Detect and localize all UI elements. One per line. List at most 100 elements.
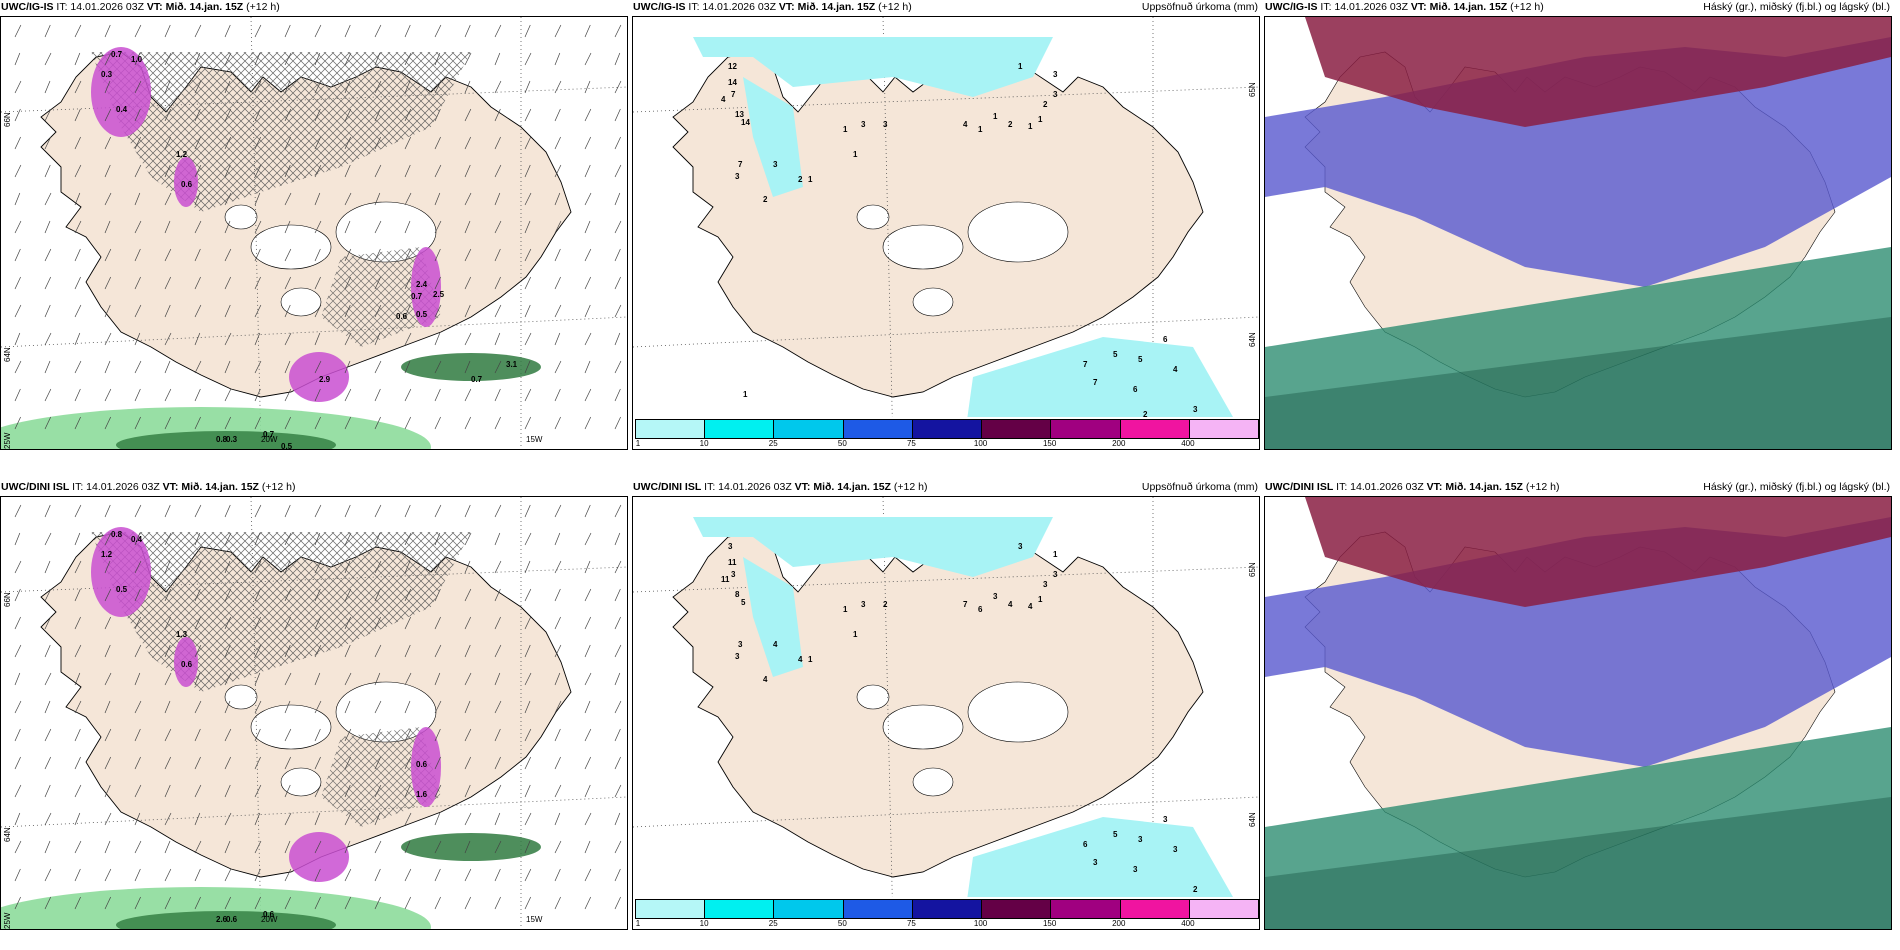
- longitude-label: 20W: [261, 915, 278, 924]
- wind-barb: [194, 504, 202, 518]
- wind-barb: [614, 24, 622, 38]
- wind-barb: [344, 164, 351, 178]
- wind-barb: [434, 332, 441, 346]
- wind-barb: [104, 504, 111, 518]
- wind-barb: [494, 756, 501, 770]
- wind-barb: [494, 388, 501, 402]
- wind-barb: [74, 756, 81, 770]
- hatched-area: [321, 247, 441, 347]
- wind-barb: [464, 756, 472, 770]
- wind-barb: [524, 700, 531, 714]
- wind-barb: [74, 192, 81, 206]
- wind-barb: [434, 108, 441, 122]
- wind-barb: [44, 868, 52, 882]
- wind-barb: [344, 784, 351, 798]
- wind-barb: [74, 332, 81, 346]
- wind-barb: [584, 220, 591, 234]
- precip-area: [743, 557, 803, 677]
- wind-barb: [524, 388, 532, 402]
- wind-barb: [614, 728, 621, 742]
- snow-area: [289, 352, 349, 402]
- wind-barb: [494, 896, 501, 910]
- wind-barb: [554, 360, 562, 374]
- wind-barb: [74, 304, 82, 318]
- wind-barb: [614, 52, 621, 66]
- wind-barb: [254, 360, 262, 374]
- wind-barb: [374, 416, 381, 430]
- wind-barb: [164, 560, 171, 574]
- wind-barb: [464, 812, 472, 826]
- wind-barb: [314, 728, 321, 742]
- colorbar-label: 10: [699, 919, 709, 928]
- wind-barb: [344, 136, 352, 150]
- wind-barb: [74, 784, 82, 798]
- wind-barb: [164, 784, 171, 798]
- wind-barb: [284, 416, 292, 430]
- snow-value-label: 0.6: [181, 180, 193, 189]
- wind-barb: [614, 532, 621, 546]
- precip-value-label: 7: [731, 90, 736, 99]
- wind-barb: [44, 276, 52, 290]
- wind-barb: [314, 276, 321, 290]
- precip-value-label: 3: [883, 120, 888, 129]
- wind-barb: [434, 644, 442, 658]
- wind-barb: [164, 164, 171, 178]
- wind-barb: [74, 220, 82, 234]
- wind-barb: [464, 388, 472, 402]
- wind-barb: [254, 840, 262, 854]
- wind-barb: [14, 588, 21, 602]
- wind-barb: [584, 192, 592, 206]
- wind-barb: [464, 24, 471, 38]
- longitude-line: [882, 497, 893, 897]
- wind-barb: [494, 108, 501, 122]
- snow-value: 0.8 0.4 1.2 0.5 0.6 1.3 1.6 0.6: [101, 530, 428, 799]
- model-name: UWC/IG-IS: [1, 1, 54, 13]
- wind-barb: [134, 416, 141, 430]
- wind-barb: [374, 868, 381, 882]
- latitude-label: 64N: [3, 347, 12, 362]
- colorbar-swatch: [1189, 420, 1258, 438]
- colorbar-label: 400: [1181, 919, 1195, 928]
- wind-barb: [134, 276, 141, 290]
- wind-barb: [584, 416, 592, 430]
- wind-barb: [344, 644, 351, 658]
- map-frame: 0.7 1.0 0.3 0.4 0.6 1.2 0.5 2.4 2.5 2.9 0.6 0.7 0.8 0…: [0, 16, 628, 450]
- wind-barb: [374, 52, 381, 66]
- wind-barb: [254, 80, 262, 94]
- wind-barb: [104, 276, 112, 290]
- wind-barb: [44, 840, 51, 854]
- wind-barb: [614, 248, 621, 262]
- wind-barb: [464, 52, 472, 66]
- wind-barb: [494, 360, 502, 374]
- glacier: [967, 681, 1069, 743]
- latitude-label: 66N: [3, 592, 12, 607]
- rain-area-heavy: [401, 833, 541, 861]
- wind-barb: [524, 588, 532, 602]
- wind-barb: [584, 784, 591, 798]
- wind-barb: [134, 672, 141, 686]
- wind-barb: [494, 164, 502, 178]
- wind-barb: [404, 756, 412, 770]
- wind-barb: [464, 588, 472, 602]
- wind-barb: [14, 52, 21, 66]
- snow-value-label: 1.2: [101, 550, 113, 559]
- model-name: UWC/DINI ISL: [1, 481, 70, 493]
- wind-barb: [404, 164, 411, 178]
- snow-value-label: 2.4: [416, 280, 428, 289]
- colorbar-label: 400: [1181, 439, 1195, 448]
- wind-barb: [404, 360, 411, 374]
- wind-barb: [44, 192, 52, 206]
- wind-barb: [44, 248, 52, 262]
- wind-barb: [314, 304, 322, 318]
- snow-value-label: 0.6: [181, 660, 193, 669]
- wind-barb: [194, 588, 201, 602]
- wind-barb: [374, 164, 382, 178]
- wind-barb: [374, 504, 382, 518]
- panel-row2-col1: UWC/DINI ISL IT: 14.01.2026 03Z VT: Mið.…: [0, 480, 628, 930]
- wind-barb: [194, 812, 201, 826]
- wind-barb: [464, 164, 471, 178]
- wind-barb: [524, 220, 531, 234]
- glacier: [280, 767, 322, 797]
- panel-variable-title: Uppsöfnuð úrkoma (mm): [1141, 1, 1258, 13]
- wind-barb: [194, 276, 201, 290]
